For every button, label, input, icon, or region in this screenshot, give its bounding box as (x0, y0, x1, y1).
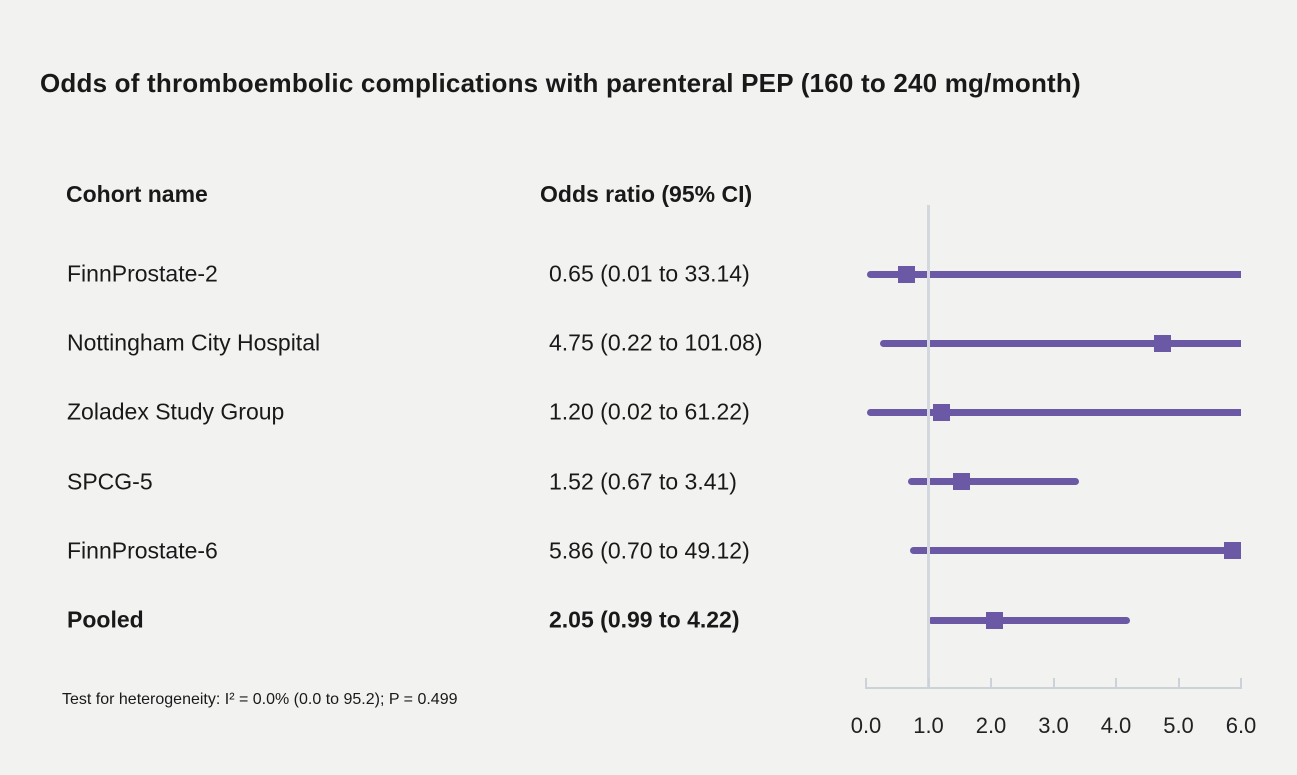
x-axis-tick (927, 678, 930, 688)
x-axis-tick (1115, 678, 1117, 688)
odds-ratio-marker (898, 265, 916, 283)
x-axis-tick-label: 6.0 (1225, 713, 1257, 738)
reference-line (927, 205, 930, 688)
confidence-interval-line (907, 478, 1080, 486)
odds-ratio-marker (1154, 334, 1172, 352)
confidence-interval-line (879, 339, 1241, 347)
odds-ratio-marker (1223, 542, 1241, 560)
x-axis-line (865, 687, 1242, 689)
chart-title: Odds of thromboembolic complications wit… (40, 68, 1081, 98)
odds-ratio-value: 4.75 (0.22 to 101.08) (549, 329, 763, 356)
confidence-interval-line (867, 408, 1241, 416)
odds-ratio-marker (952, 473, 970, 491)
x-axis-tick-label: 0.0 (850, 713, 882, 738)
cohort-label: Nottingham City Hospital (67, 329, 321, 356)
x-axis-tick-label: 5.0 (1163, 713, 1194, 738)
x-axis-tick-label: 4.0 (1100, 713, 1132, 738)
x-axis-tick (1240, 678, 1242, 688)
heterogeneity-footnote: Test for heterogeneity: I² = 0.0% (0.0 t… (62, 691, 458, 708)
odds-ratio-value: 2.05 (0.99 to 4.22) (549, 606, 740, 633)
column-header-cohort: Cohort name (66, 181, 208, 207)
odds-ratio-value: 0.65 (0.01 to 33.14) (549, 260, 750, 287)
x-axis-tick (1177, 678, 1180, 688)
x-axis-tick-label: 3.0 (1038, 713, 1069, 738)
odds-ratio-marker (932, 403, 950, 421)
confidence-interval-line (909, 547, 1241, 555)
x-axis-tick (865, 678, 867, 688)
cohort-label: Zoladex Study Group (67, 398, 285, 425)
odds-ratio-value: 1.52 (0.67 to 3.41) (549, 468, 737, 495)
x-axis-tick-label: 2.0 (975, 713, 1007, 738)
x-axis-tick-label: 1.0 (913, 713, 944, 738)
cohort-label: FinnProstate-2 (67, 260, 218, 287)
cohort-label: FinnProstate-6 (67, 537, 218, 564)
cohort-label: Pooled (67, 606, 144, 633)
confidence-interval-line (927, 616, 1130, 624)
confidence-interval-line (866, 270, 1241, 278)
odds-ratio-value: 1.20 (0.02 to 61.22) (549, 398, 750, 425)
column-header-odds-ratio: Odds ratio (95% CI) (540, 181, 753, 207)
x-axis-tick (990, 678, 992, 688)
x-axis-tick (1052, 678, 1055, 688)
cohort-label: SPCG-5 (67, 468, 153, 495)
odds-ratio-value: 5.86 (0.70 to 49.12) (549, 537, 750, 564)
odds-ratio-marker (985, 611, 1003, 629)
